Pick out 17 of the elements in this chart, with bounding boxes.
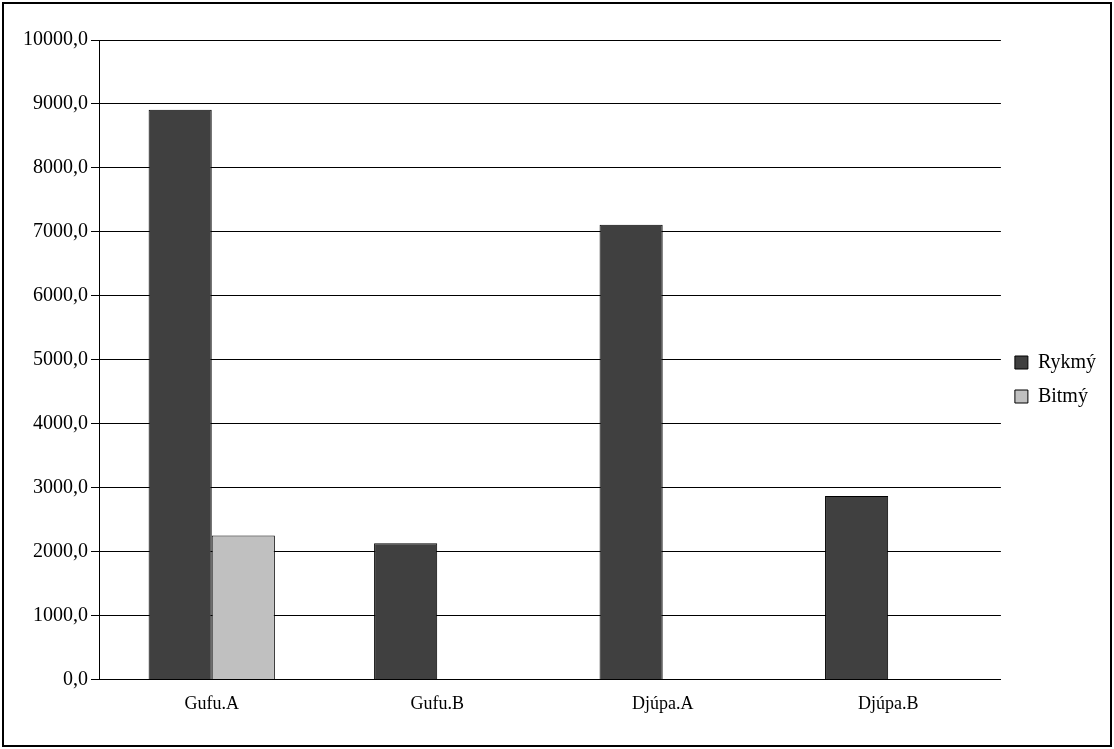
- y-tick-label: 8000,0: [33, 155, 88, 178]
- legend-label: Bitmý: [1037, 383, 1088, 407]
- y-tick-label: 7000,0: [33, 219, 88, 242]
- x-tick-label: Djúpa.A: [631, 692, 694, 713]
- x-tick-label: Djúpa.B: [857, 692, 919, 713]
- y-tick-label: 6000,0: [33, 283, 88, 306]
- y-tick-label: 5000,0: [33, 346, 88, 369]
- y-tick-label: 9000,0: [33, 91, 88, 114]
- y-tick-label: 10000,0: [23, 27, 88, 50]
- y-tick-label: 0,0: [63, 666, 88, 689]
- y-tick-label: 4000,0: [33, 410, 88, 433]
- y-tick-label: 2000,0: [33, 538, 88, 561]
- x-tick-label: Gufu.B: [410, 692, 464, 713]
- y-tick-label: 1000,0: [33, 602, 88, 625]
- x-tick-label: Gufu.A: [184, 692, 239, 713]
- legend-label: Rykmý: [1037, 349, 1097, 373]
- y-tick-label: 3000,0: [33, 474, 88, 497]
